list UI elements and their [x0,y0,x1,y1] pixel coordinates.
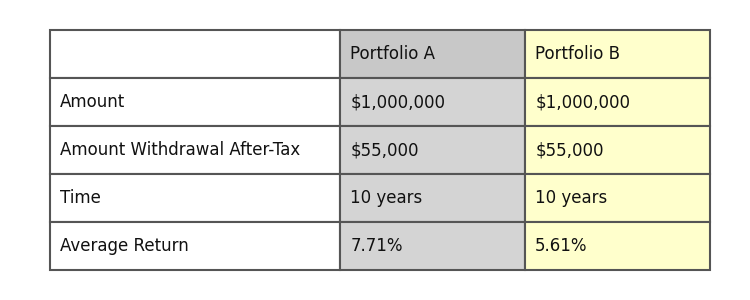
Bar [50,222,340,270]
Text: 10 years: 10 years [536,189,608,207]
Text: 5.61%: 5.61% [536,237,588,255]
Text: $1,000,000: $1,000,000 [536,93,630,111]
Text: Portfolio A: Portfolio A [350,45,436,63]
Bar [50,78,340,126]
Bar [525,78,710,126]
Text: 7.71%: 7.71% [350,237,403,255]
Text: Amount Withdrawal After-Tax: Amount Withdrawal After-Tax [60,141,300,159]
Bar [340,174,525,222]
Text: Average Return: Average Return [60,237,189,255]
Bar [340,78,525,126]
Bar [340,126,525,174]
Bar [340,222,525,270]
Bar [525,30,710,78]
Bar [340,30,525,78]
Bar [50,126,340,174]
Bar [525,222,710,270]
Text: Portfolio B: Portfolio B [536,45,620,63]
Text: 10 years: 10 years [350,189,423,207]
Bar [50,174,340,222]
Bar [525,126,710,174]
Text: $55,000: $55,000 [536,141,604,159]
Text: Time: Time [60,189,100,207]
Bar [50,30,340,78]
Text: $55,000: $55,000 [350,141,419,159]
Text: Amount: Amount [60,93,125,111]
Text: $1,000,000: $1,000,000 [350,93,445,111]
Bar [525,174,710,222]
